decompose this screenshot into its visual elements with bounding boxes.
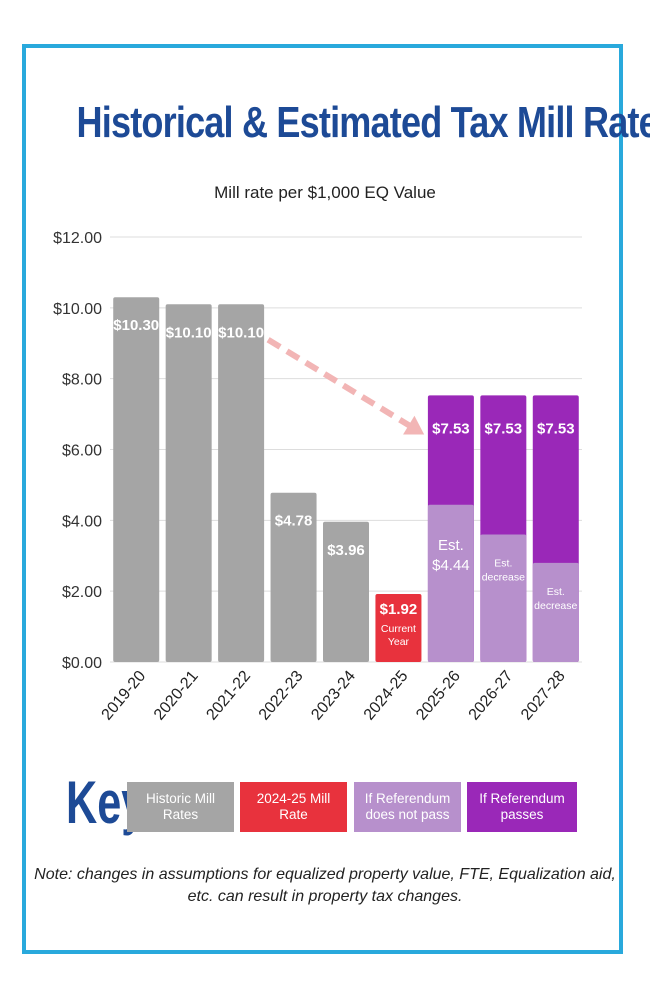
bar-sub-label: Est.: [494, 558, 512, 570]
bar-value-label: $7.53: [537, 420, 575, 437]
bar-value-label: $10.10: [166, 324, 212, 341]
bar-sub-label: $4.44: [432, 557, 470, 574]
x-tick-label: 2023-24: [308, 668, 359, 724]
x-tick-label: 2019-20: [99, 668, 150, 724]
key-current: 2024-25 Mill Rate: [240, 782, 347, 832]
y-tick-label: $0.00: [62, 655, 102, 672]
x-tick-label: 2025-26: [413, 668, 464, 724]
bar-sub-label: decrease: [482, 572, 525, 584]
bar-value-label: $7.53: [485, 420, 523, 437]
bar-historic: [218, 304, 265, 662]
x-tick-label: 2024-25: [361, 668, 412, 724]
trend-arrow-head: [403, 415, 425, 435]
bar-referendum-no-pass: [427, 504, 474, 662]
bar-value-label: $4.78: [275, 513, 313, 530]
bar-historic: [270, 492, 317, 662]
x-tick-label: 2022-23: [256, 668, 307, 724]
footnote: Note: changes in assumptions for equaliz…: [34, 866, 616, 905]
trend-arrow-line: [266, 337, 416, 431]
bar-value-label: $10.30: [113, 317, 159, 334]
bar-sub-label: Current: [381, 623, 416, 635]
bar-value-label: $1.92: [380, 601, 418, 618]
bar-sub-label: Est.: [438, 537, 464, 554]
x-tick-label: 2020-21: [151, 668, 202, 724]
chart-title: Historical & Estimated Tax Mill Rate: [76, 98, 650, 147]
chart-subtitle: Mill rate per $1,000 EQ Value: [214, 183, 436, 202]
bar-referendum-no-pass: [480, 534, 527, 662]
x-tick-label: 2026-27: [466, 668, 517, 724]
bar-value-label: $7.53: [432, 420, 470, 437]
y-tick-label: $8.00: [62, 372, 102, 389]
y-tick-label: $12.00: [53, 230, 102, 247]
x-tick-label: 2021-22: [203, 668, 254, 724]
border-frame: [22, 44, 623, 954]
key-historic: Historic Mill Rates: [127, 782, 234, 832]
bar-current: [375, 594, 422, 662]
bar-sub-label: Year: [388, 636, 410, 648]
x-tick-label: 2027-28: [518, 668, 569, 724]
bar-value-label: $3.96: [327, 542, 365, 559]
bar-referendum-no-pass: [532, 562, 579, 662]
bar-value-label: $10.10: [218, 324, 264, 341]
y-tick-label: $10.00: [53, 301, 102, 318]
key-passes: If Referendum passes: [467, 782, 577, 832]
bar-sub-label: Est.: [547, 586, 565, 598]
y-tick-label: $4.00: [62, 513, 102, 530]
key-no-pass: If Referendum does not pass: [354, 782, 461, 832]
y-tick-label: $2.00: [62, 584, 102, 601]
y-tick-label: $6.00: [62, 443, 102, 460]
bar-sub-label: decrease: [534, 600, 577, 612]
bar-historic: [165, 304, 212, 662]
bar-historic: [323, 521, 369, 662]
bar-historic: [113, 297, 160, 662]
